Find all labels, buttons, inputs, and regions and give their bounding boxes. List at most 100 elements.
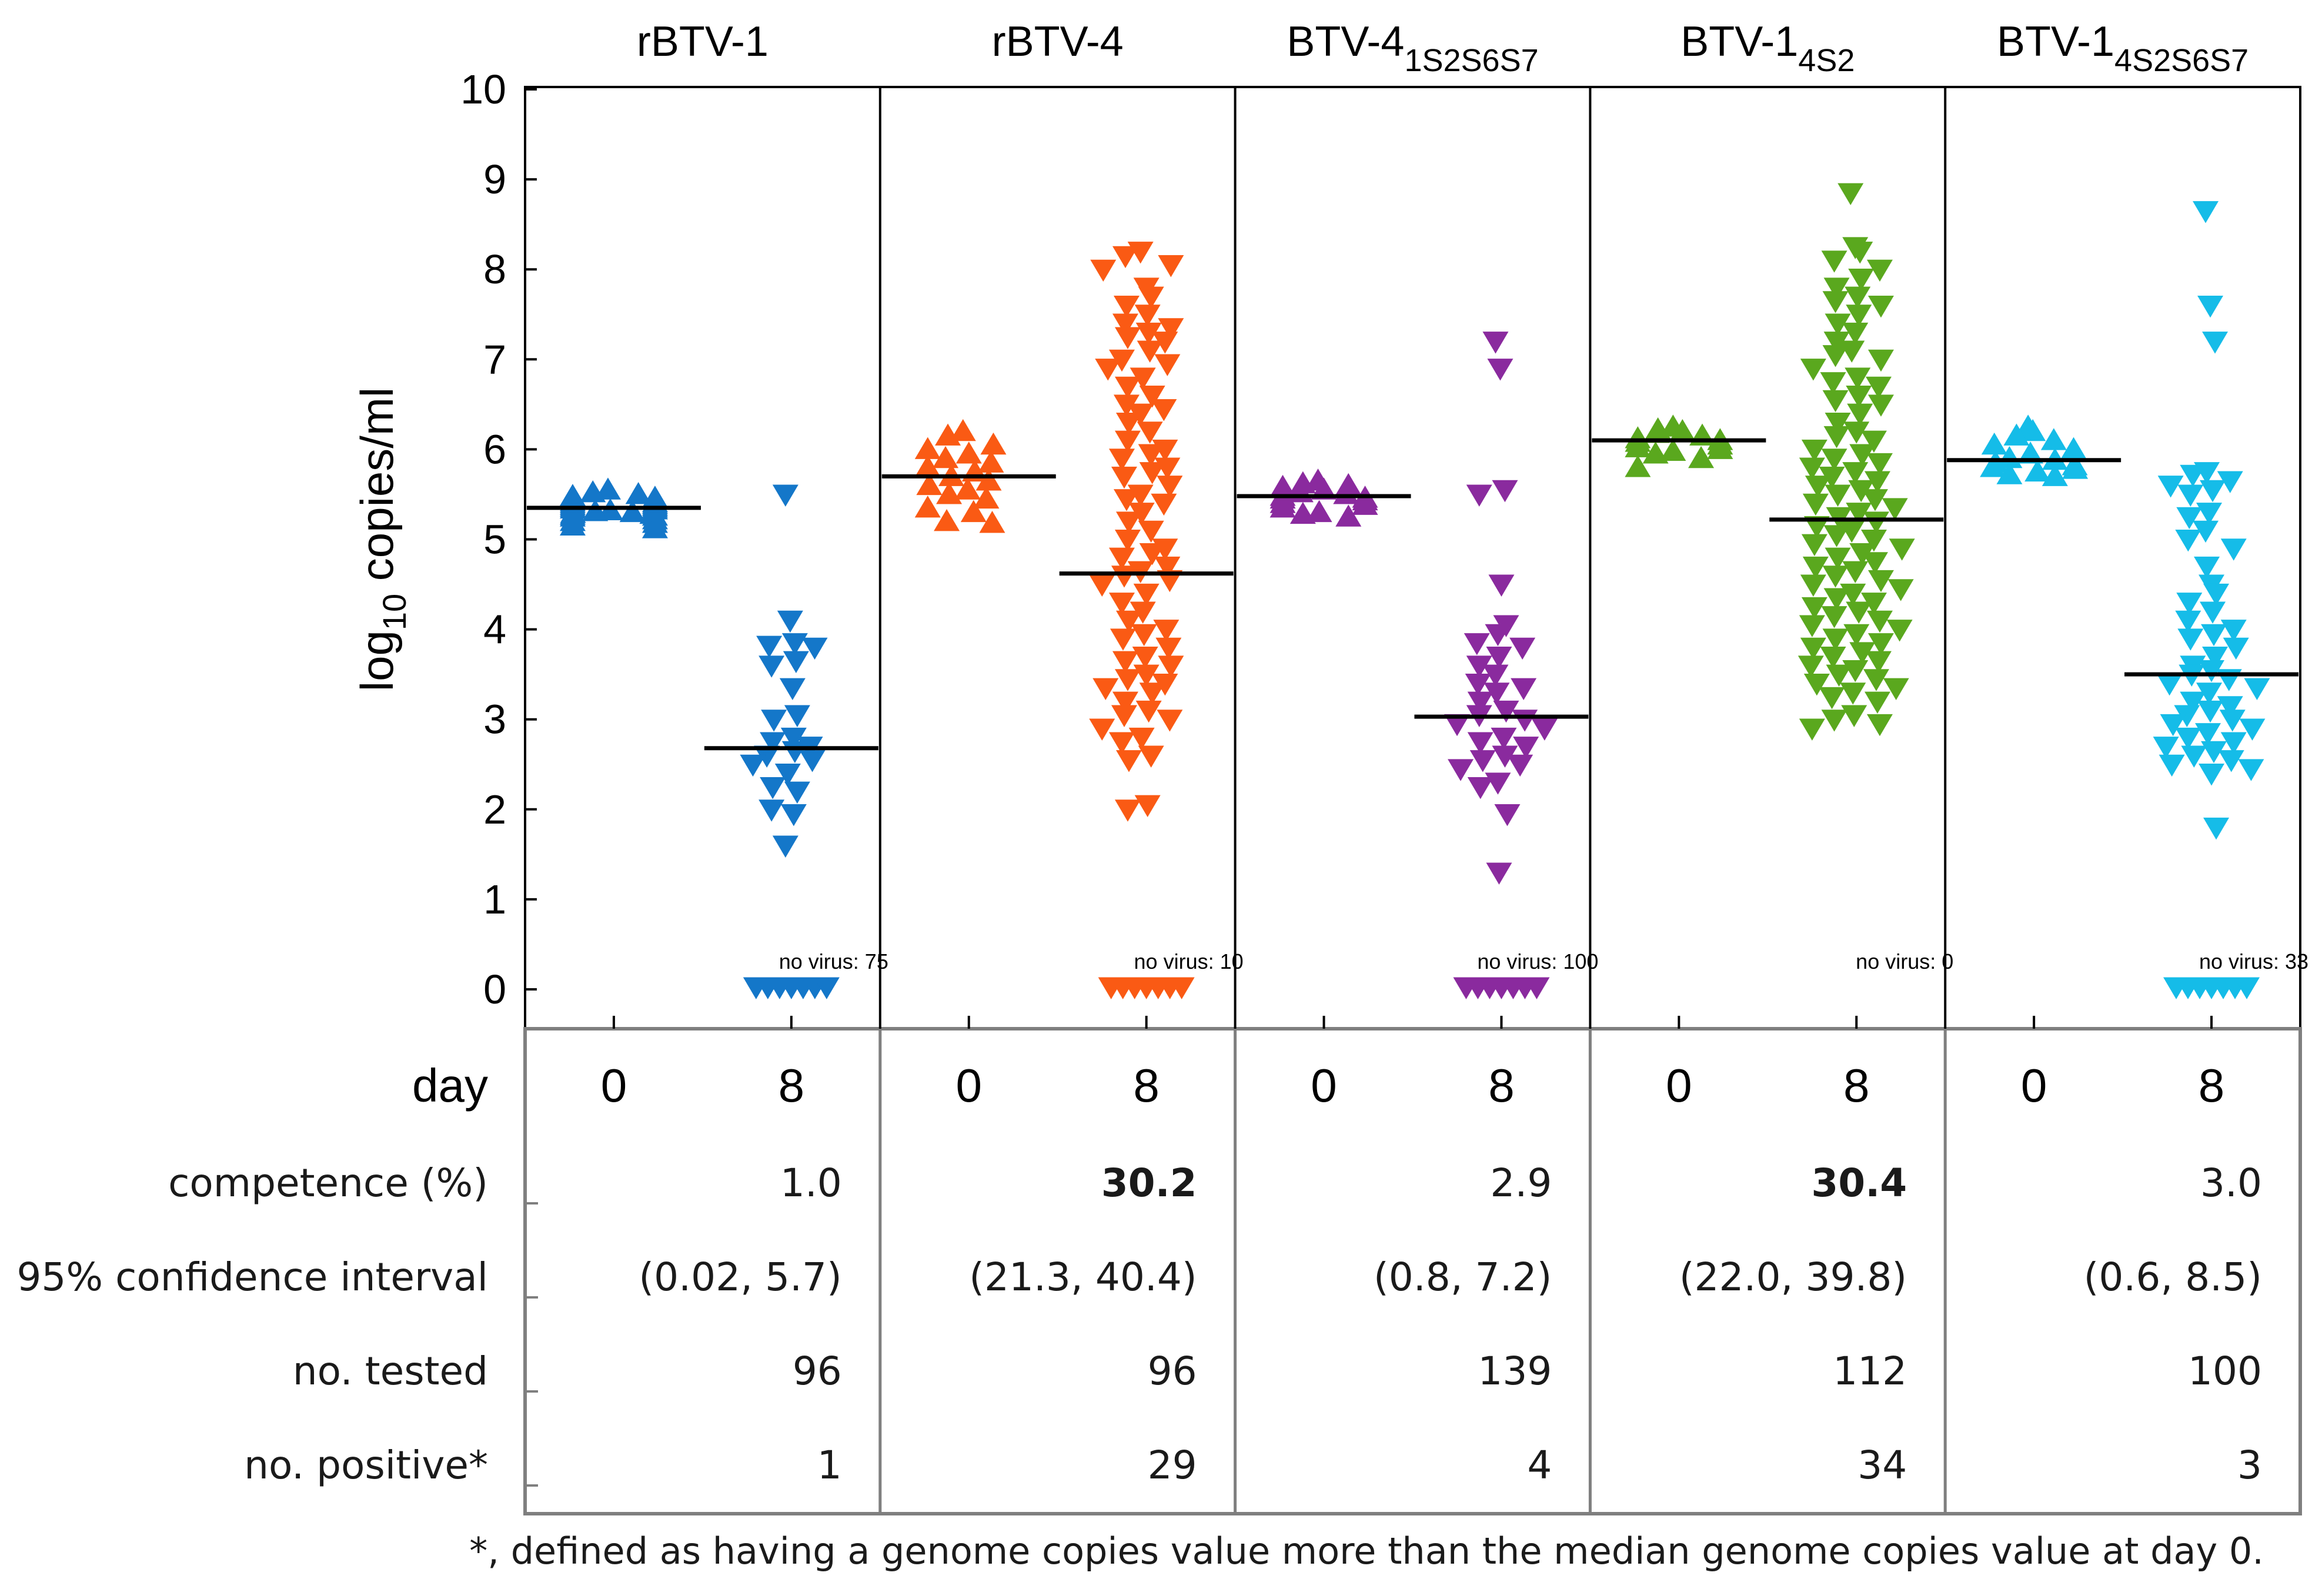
day8-point (1865, 376, 1892, 399)
day8-point (1108, 732, 1135, 754)
day8-point (2203, 817, 2230, 840)
day8-point (1865, 651, 1892, 674)
day8-point (1842, 322, 1869, 345)
day8-point (1846, 305, 1872, 327)
panel-5: BTV-14S2S6S7 no virus: 33 0 8 3.0 (0.6, 8.5) 1… (1947, 18, 2308, 1488)
day8-point (784, 705, 810, 727)
day8-point (2194, 556, 2220, 579)
day8-point (1866, 453, 1893, 476)
day8-point (1799, 718, 1825, 741)
panel-title: BTV-41S2S6S7 (1287, 18, 1538, 78)
y-tick-label: 4 (483, 607, 506, 653)
table-cell: 30.2 (1101, 1160, 1197, 1206)
day0-point (1333, 482, 1359, 504)
panel-4: BTV-14S2 no virus: 0 0 8 30.4 (22.0, 39.8) 112… (1592, 18, 1953, 1488)
day8-point (2218, 750, 2244, 772)
day0-point (1996, 462, 2023, 484)
table-cell: 1.0 (780, 1160, 842, 1206)
no-virus-point (813, 977, 840, 999)
day0-point (979, 511, 1005, 533)
day0-point (973, 486, 1000, 509)
day8-point (1115, 511, 1142, 534)
day8-point (1135, 700, 1162, 723)
day8-point (2199, 764, 2225, 786)
day8-point (1803, 673, 1830, 696)
day8-point (2220, 538, 2247, 561)
day8-point (1467, 691, 1494, 714)
day8-point (1111, 705, 1137, 727)
y-tick-label: 8 (483, 246, 506, 292)
day8-point (1882, 498, 1908, 520)
day8-point (2220, 620, 2247, 642)
day8-point (1849, 444, 1876, 466)
day-8-label: 8 (1133, 1059, 1160, 1112)
day8-point (1509, 637, 1536, 660)
day0-point (594, 477, 621, 500)
day8-point (2177, 628, 2204, 651)
no-virus-label: no virus: 10 (1134, 949, 1244, 973)
day8-point (1889, 538, 1915, 561)
day0-point (1688, 446, 1715, 469)
day8-point (777, 610, 803, 633)
day8-point (1139, 462, 1165, 484)
day8-point (1114, 799, 1141, 822)
day8-point (2217, 471, 2243, 493)
day8-point (1157, 570, 1183, 593)
day8-point (2197, 295, 2224, 318)
day8-point (1867, 349, 1894, 372)
day8-point (1114, 327, 1141, 349)
day8-point (1133, 583, 1160, 606)
day8-point (1821, 449, 1847, 471)
day8-point (2175, 530, 2201, 552)
day0-point (1980, 455, 2006, 477)
day8-point (774, 764, 801, 786)
day0-point (559, 513, 586, 536)
day0-point (2040, 428, 2067, 450)
day8-point (2203, 583, 2230, 606)
day8-point (1821, 606, 1847, 628)
day8-point (1138, 745, 1164, 768)
day8-point (1135, 322, 1162, 345)
day8-point (1111, 566, 1137, 588)
day-0-label: 0 (2021, 1059, 2047, 1112)
day8-point (1843, 624, 1870, 647)
y-tick-label: 9 (483, 156, 506, 202)
day8-point (2180, 464, 2206, 487)
day0-point (2060, 437, 2087, 459)
day8-point (1494, 804, 1521, 827)
day8-point (1848, 480, 1875, 503)
day8-point (772, 484, 798, 507)
day8-point (754, 745, 780, 768)
day-0-label: 0 (956, 1059, 983, 1112)
y-tick-label: 5 (483, 517, 506, 563)
day8-point (1112, 313, 1138, 336)
no-virus-point (1523, 977, 1550, 999)
day8-point (1112, 246, 1138, 269)
day8-point (760, 732, 786, 754)
day8-point (1493, 700, 1519, 723)
day8-point (1153, 620, 1180, 642)
day8-point (1111, 466, 1137, 489)
day8-point (1139, 386, 1165, 408)
table-cell: (21.3, 40.4) (969, 1254, 1197, 1300)
day8-point (1108, 547, 1135, 570)
day8-point (756, 635, 783, 658)
day0-point (1335, 504, 1362, 527)
day8-point (1822, 291, 1849, 313)
day8-point (1485, 624, 1511, 647)
day0-point (934, 508, 960, 531)
day8-point (2239, 718, 2266, 741)
day8-point (1798, 655, 1824, 678)
y-tick-label: 10 (460, 66, 506, 112)
day8-point (1507, 754, 1533, 777)
day0-point (933, 446, 959, 469)
table-cell: 100 (2188, 1349, 2262, 1394)
day8-point (1114, 530, 1141, 552)
no-virus-label: no virus: 33 (2199, 949, 2308, 973)
y-axis-label: log10 copies/ml (351, 387, 413, 692)
day8-point (1464, 633, 1490, 655)
table-row-label: no. positive* (244, 1443, 488, 1488)
day8-point (1531, 718, 1558, 741)
day-0-label: 0 (1666, 1059, 1692, 1112)
table-cell: (0.8, 7.2) (1374, 1254, 1552, 1300)
